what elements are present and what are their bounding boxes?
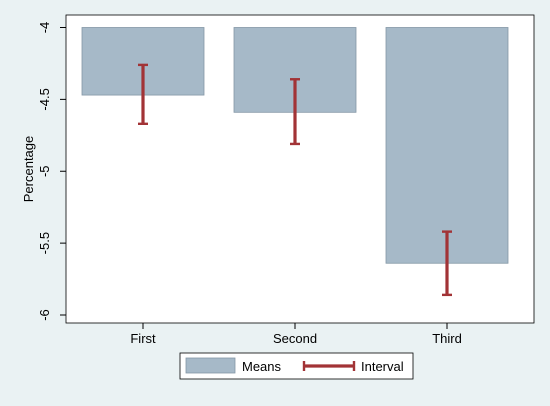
interval-first (138, 63, 148, 126)
legend: Means Interval (179, 352, 414, 380)
legend-label-interval: Interval (361, 359, 404, 374)
interval-third (442, 230, 452, 297)
y-tick-label: -4 (37, 22, 52, 34)
x-tick-label: Second (273, 331, 317, 346)
legend-swatch-interval (302, 361, 356, 371)
y-tick-label: -5 (37, 165, 52, 177)
y-tick-label: -5.5 (37, 232, 52, 254)
interval-second (290, 78, 300, 146)
bar-third (385, 27, 509, 264)
legend-swatch-means (185, 357, 236, 374)
interval-bars (138, 63, 452, 297)
y-tick-label: -4.5 (37, 88, 52, 110)
y-tick-label: -6 (37, 309, 52, 321)
y-axis-label: Percentage (21, 136, 36, 203)
legend-label-means: Means (242, 359, 282, 374)
x-tick-label: First (130, 331, 156, 346)
x-axis: First Second Third (130, 323, 462, 346)
x-tick-label: Third (432, 331, 462, 346)
y-axis: -4 -4.5 -5 -5.5 -6 (37, 22, 66, 321)
